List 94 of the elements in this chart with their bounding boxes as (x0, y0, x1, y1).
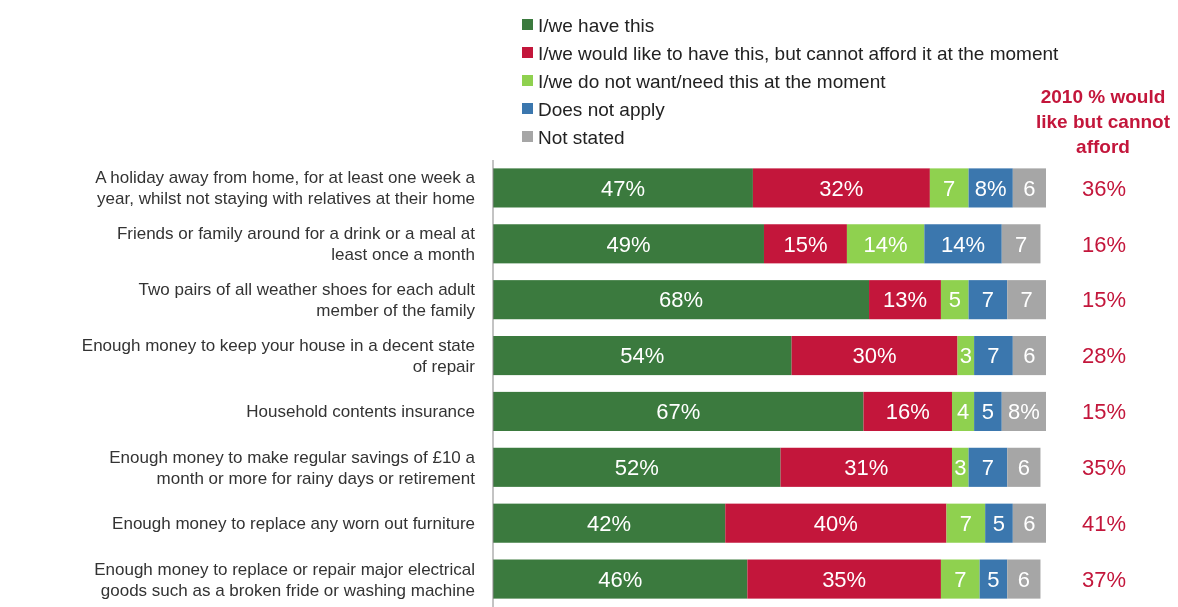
data-label: 7 (981, 287, 995, 313)
bar (780, 447, 952, 487)
text: 41% (1081, 510, 1127, 536)
legend-label: I/we do not want/need this at the moment (538, 70, 887, 92)
data-label: 16% (885, 399, 930, 425)
y-tick-label: Enough money to make regular savings of £10 a month or more for rainy days or retirement (109, 447, 476, 488)
data-label: 7 (1020, 287, 1033, 313)
data-label: 46% (598, 566, 643, 592)
data-label: 47% (600, 175, 645, 201)
bar (924, 224, 1002, 264)
bar (1012, 336, 1046, 376)
text: 2010 % would like but cannot afford (1035, 85, 1171, 157)
data-label: 54% (620, 343, 665, 369)
data-label: 6 (1017, 566, 1031, 592)
bar (493, 447, 781, 487)
y-tick-label: Household contents insurance (246, 402, 475, 422)
bar (929, 168, 969, 208)
data-label: 5 (987, 566, 1000, 592)
data-label: 5 (948, 287, 961, 313)
bar (493, 391, 864, 431)
data-label: 68% (659, 287, 704, 313)
data-label: 49% (606, 231, 651, 257)
text: 16% (1081, 231, 1127, 257)
bar (1001, 224, 1041, 264)
bar (1012, 168, 1046, 208)
bar (747, 559, 941, 599)
data-label: 6 (1017, 455, 1031, 481)
data-label: 8% (974, 175, 1007, 201)
bar (493, 559, 748, 599)
y-tick-label: Enough money to replace or repair major electrical goods such as a broken fride or washing machine (94, 559, 475, 600)
bar (493, 280, 870, 320)
data-label: 6 (1023, 510, 1036, 536)
bar (752, 168, 930, 208)
y-tick-label: Two pairs of all weather shoes for each adult member of the family (138, 280, 476, 321)
data-label: 31% (844, 455, 889, 481)
data-label: 5 (981, 399, 995, 425)
text: 35% (1081, 455, 1127, 481)
text: 15% (1081, 399, 1127, 425)
legend-label: Does not apply (538, 98, 666, 120)
data-label: 8% (1007, 399, 1040, 425)
bar (493, 336, 792, 376)
legend-label: I/we have this (538, 14, 655, 36)
y-tick-label: A holiday away from home, for at least one week a year, whilst not staying with relatives at their home (95, 168, 476, 209)
data-label: 32% (819, 175, 864, 201)
bar (763, 224, 847, 264)
data-label: 14% (863, 231, 908, 257)
bar (974, 391, 1002, 431)
data-label: 7 (981, 455, 995, 481)
bar (968, 280, 1008, 320)
bar (1007, 280, 1046, 320)
bar (1007, 447, 1041, 487)
data-label: 42% (587, 510, 632, 536)
data-label: 7 (987, 343, 1000, 369)
y-tick-label: Friends or family around for a drink or a meal at least once a month (116, 224, 476, 265)
text: 15% (1081, 287, 1127, 313)
data-label: 7 (943, 175, 956, 201)
bar (493, 168, 753, 208)
y-tick-label: Enough money to replace any worn out furniture (112, 514, 475, 534)
data-label: 30% (852, 343, 897, 369)
text: 28% (1081, 343, 1127, 369)
bar (863, 391, 952, 431)
data-label: 5 (992, 510, 1006, 536)
bar (940, 559, 980, 599)
legend-label: I/we would like to have this, but cannot afford it at the moment (538, 42, 1060, 64)
data-label: 15% (783, 231, 828, 257)
data-label: 67% (656, 399, 701, 425)
bar (946, 503, 986, 543)
data-label: 14% (941, 231, 986, 257)
data-label: 3 (954, 455, 967, 481)
data-label: 40% (813, 510, 858, 536)
legend-label: Not stated (538, 126, 625, 148)
bar (493, 503, 726, 543)
y-tick-label: Enough money to keep your house in a decent state of repair (81, 336, 476, 377)
data-label: 3 (959, 343, 972, 369)
bar (968, 447, 1008, 487)
bar (493, 224, 764, 264)
bar (1007, 559, 1041, 599)
bar (940, 280, 969, 320)
data-label: 6 (1023, 343, 1036, 369)
data-label: 4 (956, 399, 970, 425)
data-label: 7 (1014, 231, 1028, 257)
bar (974, 336, 1013, 376)
bar (791, 336, 958, 376)
data-label: 35% (822, 566, 867, 592)
bar (725, 503, 947, 543)
data-label: 52% (614, 455, 659, 481)
bar (985, 503, 1013, 543)
data-label: 7 (959, 510, 972, 536)
text: 36% (1081, 175, 1127, 201)
data-label: 6 (1023, 175, 1036, 201)
bar (1012, 503, 1046, 543)
data-label: 13% (882, 287, 928, 313)
data-label: 7 (954, 566, 967, 592)
text: 37% (1081, 566, 1127, 592)
